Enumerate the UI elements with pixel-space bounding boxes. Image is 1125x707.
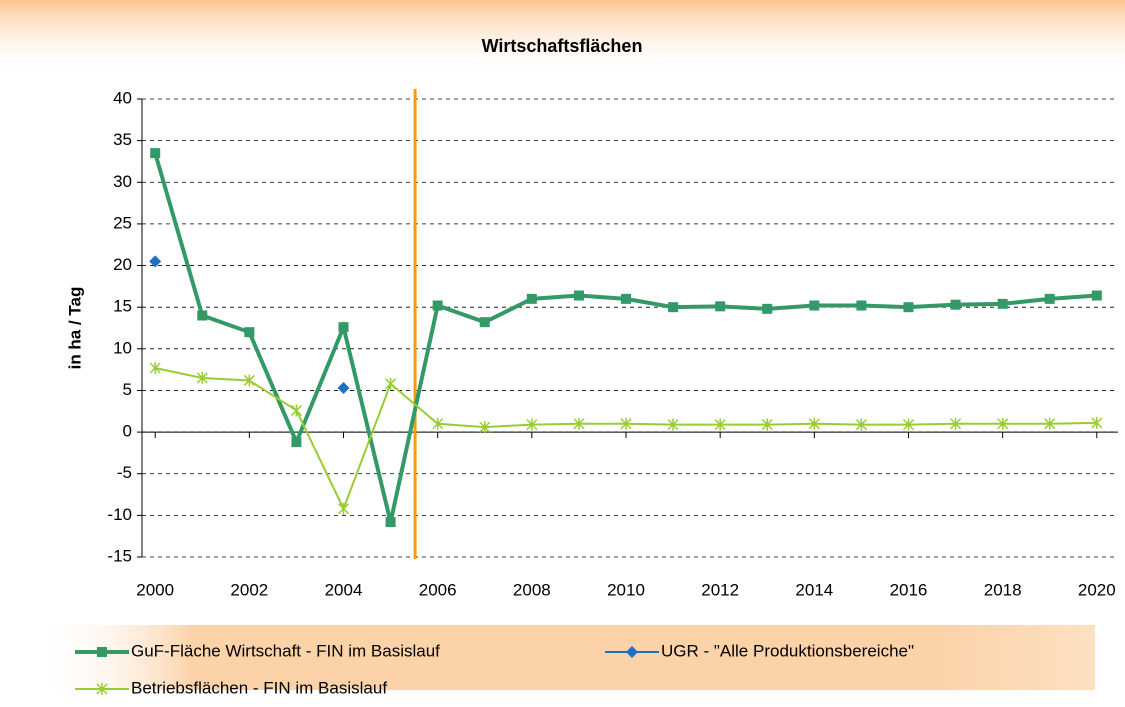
marker (243, 374, 255, 387)
marker (244, 327, 255, 338)
marker (337, 381, 350, 394)
y-axis-label: in ha / Tag (65, 287, 84, 370)
marker (715, 301, 726, 312)
marker (950, 417, 962, 430)
x-tick-label: 2010 (607, 580, 645, 599)
marker (950, 299, 961, 310)
x-tick-label: 2020 (1078, 580, 1116, 599)
marker (526, 293, 537, 304)
marker (291, 437, 302, 448)
marker (902, 418, 915, 431)
y-tick-label: -15 (107, 546, 132, 565)
y-tick-label: -5 (117, 463, 132, 482)
marker (385, 377, 397, 390)
marker (997, 417, 1009, 430)
marker (150, 148, 161, 159)
marker (337, 502, 350, 515)
y-tick-label: 20 (113, 255, 132, 274)
marker (668, 302, 679, 313)
marker (196, 371, 208, 384)
marker (1044, 293, 1055, 304)
marker (526, 418, 538, 431)
x-tick-label: 2018 (984, 580, 1022, 599)
y-tick-label: 15 (113, 297, 132, 316)
x-tick-label: 2004 (325, 580, 363, 599)
marker (1091, 290, 1102, 301)
marker (290, 404, 302, 417)
title-band (0, 0, 1125, 75)
marker (573, 290, 584, 301)
marker (149, 255, 162, 268)
marker (338, 322, 349, 333)
y-tick-label: -10 (107, 505, 132, 524)
y-tick-label: 25 (113, 213, 132, 232)
marker (809, 300, 820, 311)
marker (762, 303, 773, 314)
marker (197, 310, 208, 321)
marker (149, 361, 161, 374)
x-tick-label: 2012 (701, 580, 739, 599)
marker (855, 418, 867, 431)
marker (620, 417, 632, 430)
legend-marker (97, 647, 107, 657)
legend-marker (96, 683, 108, 695)
y-tick-label: 10 (113, 338, 132, 357)
y-tick-label: 30 (113, 172, 132, 191)
marker (1091, 416, 1103, 429)
marker (667, 418, 679, 431)
marker (479, 317, 490, 328)
marker (432, 300, 443, 311)
marker (997, 298, 1008, 309)
chart-title: Wirtschaftsflächen (482, 36, 643, 56)
y-tick-label: 40 (113, 88, 132, 107)
y-tick-label: 5 (123, 380, 132, 399)
marker (479, 421, 491, 434)
legend-marker (626, 646, 638, 658)
marker (856, 300, 867, 311)
marker (808, 417, 820, 430)
marker (714, 418, 726, 431)
x-tick-label: 2016 (890, 580, 928, 599)
series-line (153, 152, 1097, 523)
y-tick-label: 35 (113, 130, 132, 149)
legend-label: UGR - "Alle Produktionsbereiche" (661, 641, 914, 660)
marker (620, 293, 631, 304)
marker (432, 417, 444, 430)
marker (903, 302, 914, 313)
legend-label: Betriebsflächen - FIN im Basislauf (131, 678, 387, 697)
marker (573, 417, 585, 430)
x-tick-label: 2002 (230, 580, 268, 599)
legend-band (35, 625, 1095, 690)
x-tick-label: 2006 (419, 580, 457, 599)
x-tick-label: 2014 (795, 580, 833, 599)
marker (385, 517, 396, 528)
x-tick-label: 2000 (136, 580, 174, 599)
x-tick-label: 2008 (513, 580, 551, 599)
marker (1044, 417, 1056, 430)
y-tick-label: 0 (123, 422, 132, 441)
legend-label: GuF-Fläche Wirtschaft - FIN im Basislauf (131, 641, 440, 660)
marker (761, 418, 773, 431)
